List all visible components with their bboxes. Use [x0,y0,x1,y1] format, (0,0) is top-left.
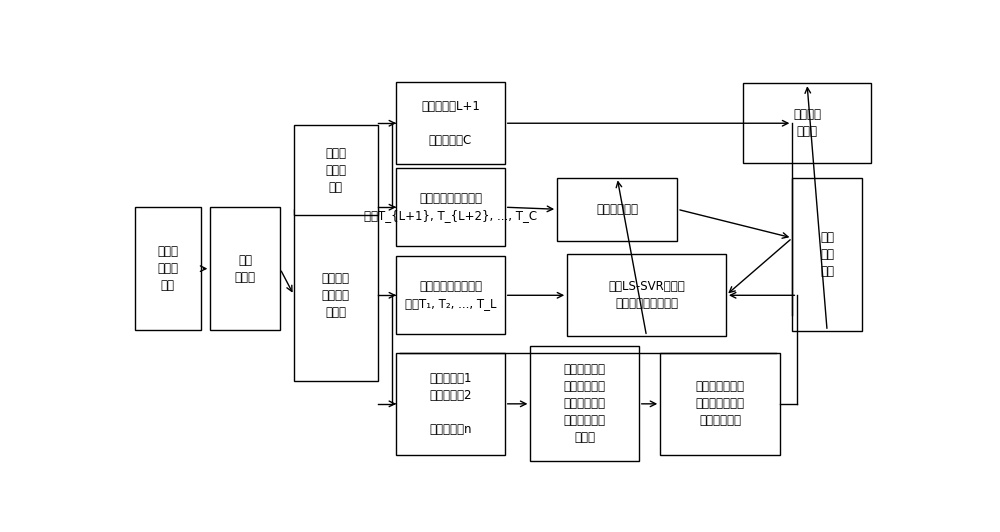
Bar [396,82,505,164]
Text: 加权多输出支
持向量回归方
法获得每个数
据集的浓度预
测模型: 加权多输出支 持向量回归方 法获得每个数 据集的浓度预 测模型 [564,363,606,444]
Text: 各测试集的聚类中心
时刻T_{L+1}, T_{L+2}, ..., T_C: 各测试集的聚类中心 时刻T_{L+1}, T_{L+2}, ..., T_C [364,192,537,222]
Text: 计算拟和权重: 计算拟和权重 [596,203,638,216]
Text: 数据
预处理: 数据 预处理 [235,254,256,284]
Text: 回归
模型
集成: 回归 模型 集成 [820,231,834,278]
Text: 测试数据集L+1

测试数据集C: 测试数据集L+1 测试数据集C [421,99,480,147]
Bar [792,178,862,331]
Bar [396,256,505,334]
Bar [743,84,871,163]
Text: 传感器
基线数
据集: 传感器 基线数 据集 [157,245,178,292]
Text: 基于LS-SVR方法得
到最优权重拟和函数: 基于LS-SVR方法得 到最优权重拟和函数 [608,280,685,310]
Text: 各训练集的聚类中心
时刻T₁, T₂, ..., T_L: 各训练集的聚类中心 时刻T₁, T₂, ..., T_L [405,280,496,310]
Bar [135,207,201,330]
Text: 模糊聚类
进行时间
段划分: 模糊聚类 进行时间 段划分 [322,272,350,319]
Bar [294,209,378,381]
Text: 输出浓度
预测值: 输出浓度 预测值 [793,108,821,138]
Bar [210,207,280,330]
Bar [396,353,505,455]
Text: 遍历搜索法获得
每个回归模型的
最优权重集合: 遍历搜索法获得 每个回归模型的 最优权重集合 [696,380,745,427]
Bar [557,178,677,241]
Bar [294,125,378,215]
Bar [660,353,780,455]
Bar [530,346,639,461]
Text: 训练数据集1
训练数据集2

训练数据集n: 训练数据集1 训练数据集2 训练数据集n [429,372,472,436]
Bar [396,168,505,246]
Text: 传感器
响应数
据集: 传感器 响应数 据集 [325,147,346,194]
Bar [567,254,726,336]
